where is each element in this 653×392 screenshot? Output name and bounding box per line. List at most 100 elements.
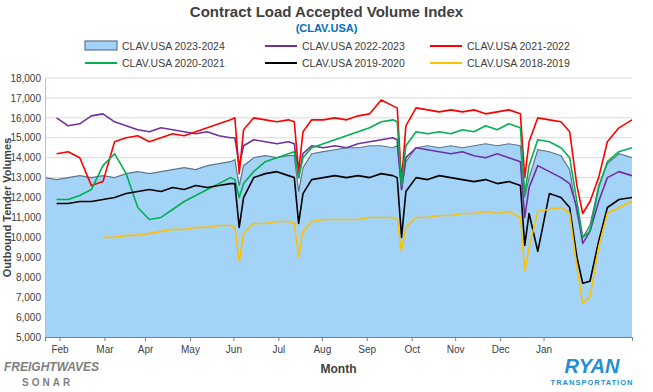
y-tick-label: 11,000 xyxy=(11,212,41,223)
legend-label: CLAV.USA 2021-2022 xyxy=(467,40,570,52)
y-tick-label: 12,000 xyxy=(10,192,41,203)
y-tick-label: 8,000 xyxy=(16,272,41,283)
x-tick-mark xyxy=(455,337,456,341)
logo-text: RYAN xyxy=(565,355,620,377)
x-tick-label: May xyxy=(181,344,200,355)
x-tick: Oct xyxy=(404,337,420,355)
logo-text: TRANSPORTATION xyxy=(551,378,634,387)
legend-item: CLAV.USA 2020-2021 xyxy=(85,57,225,69)
legend-item: CLAV.USA 2023-2024 xyxy=(85,40,225,52)
y-tick-label: 6,000 xyxy=(16,312,41,323)
y-tick: 14,000 xyxy=(10,152,45,163)
x-axis-line xyxy=(46,338,633,342)
legend-item: CLAV.USA 2019-2020 xyxy=(265,57,405,69)
x-axis-title: Month xyxy=(321,362,357,376)
x-tick: Apr xyxy=(138,337,154,355)
legend-item: CLAV.USA 2022-2023 xyxy=(265,40,405,52)
legend-label: CLAV.USA 2022-2023 xyxy=(302,40,405,52)
x-tick: Feb xyxy=(51,337,69,355)
x-tick-mark xyxy=(278,337,279,341)
y-tick: 10,000 xyxy=(10,232,45,243)
x-tick-mark xyxy=(190,337,191,341)
legend-label: CLAV.USA 2023-2024 xyxy=(122,40,225,52)
x-tick-label: Apr xyxy=(138,344,154,355)
x-tick: Dec xyxy=(492,337,510,355)
x-tick-label: Nov xyxy=(447,344,465,355)
y-tick-label: 10,000 xyxy=(10,232,41,243)
x-tick: Mar xyxy=(96,337,114,355)
legend-swatch xyxy=(430,45,462,47)
x-tick-label: Sep xyxy=(358,344,376,355)
y-axis: 5,000 6,000 7,000 8,000 9,000 10,000 11,000 12,… xyxy=(10,73,45,343)
legend-label: CLAV.USA 2020-2021 xyxy=(122,57,225,69)
legend: CLAV.USA 2023-2024 CLAV.USA 2022-2023 CLAV… xyxy=(85,40,570,69)
grid-line xyxy=(45,78,632,79)
y-tick: 18,000 xyxy=(10,73,45,84)
y-tick: 17,000 xyxy=(10,93,45,104)
x-tick-label: Oct xyxy=(404,344,420,355)
chart-subtitle: (CLAV.USA) xyxy=(296,22,358,34)
y-tick-label: 9,000 xyxy=(16,252,41,263)
x-tick: Sep xyxy=(358,337,376,355)
legend-swatch xyxy=(85,62,117,64)
x-tick: Jan xyxy=(536,337,552,355)
y-tick: 5,000 xyxy=(16,332,45,343)
x-tick: Jul xyxy=(272,337,285,355)
y-tick-label: 15,000 xyxy=(10,132,41,143)
chart-title: Contract Load Accepted Volume Index xyxy=(190,3,464,20)
x-tick: Jun xyxy=(226,337,242,355)
chart-svg: 5,000 6,000 7,000 8,000 9,000 10,000 11,000 12,… xyxy=(0,0,653,392)
y-tick-label: 5,000 xyxy=(16,332,41,343)
legend-item: CLAV.USA 2021-2022 xyxy=(430,40,570,52)
x-tick-label: Aug xyxy=(313,344,331,355)
series-line xyxy=(57,114,632,244)
y-tick: 13,000 xyxy=(10,172,45,183)
y-tick: 15,000 xyxy=(10,132,45,143)
y-tick: 11,000 xyxy=(11,212,45,223)
series-line xyxy=(57,172,632,284)
chart-container: 5,000 6,000 7,000 8,000 9,000 10,000 11,000 12,… xyxy=(0,0,653,392)
x-tick-mark xyxy=(322,337,323,341)
y-tick-label: 18,000 xyxy=(10,73,41,84)
x-tick: Aug xyxy=(313,337,331,355)
grid-line xyxy=(45,97,632,98)
y-tick: 8,000 xyxy=(16,272,45,283)
series-area xyxy=(45,144,632,337)
y-tick-label: 13,000 xyxy=(10,172,41,183)
grid xyxy=(45,78,632,337)
x-axis: Feb Mar Apr May Jun Jul Aug Sep Oct Nov Dec Jan xyxy=(46,337,633,355)
x-tick-label: Mar xyxy=(96,344,114,355)
y-tick: 12,000 xyxy=(10,192,45,203)
y-axis-title: Outbound Tender Volumes xyxy=(1,138,13,278)
y-tick-label: 16,000 xyxy=(10,113,41,124)
legend-label: CLAV.USA 2018-2019 xyxy=(467,57,570,69)
y-tick: 6,000 xyxy=(16,312,45,323)
legend-swatch xyxy=(265,45,297,47)
x-tick-mark xyxy=(233,337,234,341)
legend-label: CLAV.USA 2019-2020 xyxy=(302,57,405,69)
x-tick-label: Feb xyxy=(51,344,69,355)
legend-swatch xyxy=(430,62,462,64)
logo-text: SONAR xyxy=(22,377,73,388)
x-tick-mark xyxy=(544,337,545,341)
y-tick: 16,000 xyxy=(10,113,45,124)
legend-swatch xyxy=(85,41,117,50)
legend-swatch xyxy=(265,62,297,64)
y-tick-label: 7,000 xyxy=(16,292,41,303)
x-tick-label: Jan xyxy=(536,344,552,355)
x-tick-mark xyxy=(412,337,413,341)
logo-text: FREIGHTWAVES xyxy=(4,360,99,374)
plot-area xyxy=(45,100,632,337)
y-tick: 9,000 xyxy=(16,252,45,263)
x-tick-mark xyxy=(104,337,105,341)
x-tick-mark xyxy=(145,337,146,341)
y-tick: 7,000 xyxy=(16,292,45,303)
y-tick-label: 17,000 xyxy=(10,93,41,104)
y-tick-label: 14,000 xyxy=(10,152,41,163)
x-tick: May xyxy=(181,337,200,355)
series-line xyxy=(103,202,632,304)
x-tick: Nov xyxy=(447,337,465,355)
x-tick-label: Jun xyxy=(226,344,242,355)
x-tick-label: Dec xyxy=(492,344,510,355)
x-tick-mark xyxy=(367,337,368,341)
